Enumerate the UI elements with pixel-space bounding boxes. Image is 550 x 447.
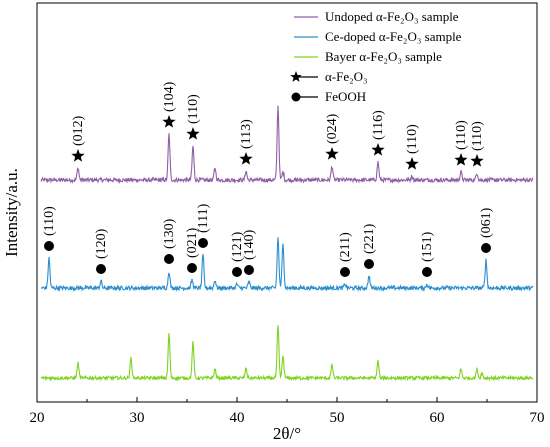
alpha-fe2o3-star-marker xyxy=(371,143,385,156)
feooh-circle-marker xyxy=(232,267,242,277)
x-tick-label: 40 xyxy=(230,410,245,426)
alpha-fe2o3-star-marker xyxy=(239,152,253,165)
alpha-fe2o3-star-marker xyxy=(186,127,200,140)
legend-label: Bayer α-Fe₂O₃ sample xyxy=(325,49,442,64)
x-tick-label: 70 xyxy=(530,410,545,426)
peak-index-label: (130) xyxy=(162,218,177,249)
peak-index-label: (120) xyxy=(94,228,109,259)
peak-index-label: (061) xyxy=(479,207,494,238)
peak-index-label: (116) xyxy=(371,110,386,140)
feooh-circle-marker xyxy=(198,238,208,248)
series-line-2 xyxy=(40,237,534,293)
peak-index-label: (110) xyxy=(470,121,485,151)
legend-circle-icon xyxy=(291,92,301,102)
legend-label: α-Fe₂O₃ xyxy=(325,69,368,84)
feooh-circle-marker xyxy=(364,259,374,269)
peak-index-label: (110) xyxy=(186,94,201,124)
alpha-fe2o3-star-marker xyxy=(325,147,339,160)
alpha-fe2o3-star-marker xyxy=(454,153,468,166)
alpha-fe2o3-star-marker xyxy=(405,157,419,170)
peak-annotations: (012)(104) (110)(113) (024) (116) (110) (110)… xyxy=(42,81,494,277)
x-tick-label: 20 xyxy=(30,410,45,426)
alpha-fe2o3-star-marker xyxy=(71,149,85,162)
series-line-1 xyxy=(40,105,534,185)
peak-index-label: (121) xyxy=(230,231,245,262)
alpha-fe2o3-star-marker xyxy=(470,154,484,167)
peak-index-label: (104) xyxy=(162,81,177,112)
peak-index-label: (113) xyxy=(239,119,254,149)
peak-index-label: (110) xyxy=(405,124,420,154)
peak-index-label: (140) xyxy=(242,229,257,260)
peak-index-label: (111) xyxy=(196,203,211,233)
alpha-fe2o3-star-marker xyxy=(162,115,176,128)
feooh-circle-marker xyxy=(164,254,174,264)
x-tick-label: 30 xyxy=(130,410,145,426)
feooh-circle-marker xyxy=(481,243,491,253)
x-tick-label: 60 xyxy=(430,410,445,426)
peak-index-label: (024) xyxy=(325,113,340,144)
feooh-circle-marker xyxy=(44,241,54,251)
peak-index-label: (110) xyxy=(454,120,469,150)
peak-index-label: (012) xyxy=(71,115,86,146)
x-axis: 20 30 40 50 60 70 xyxy=(30,397,545,426)
peak-index-label: (021) xyxy=(185,227,200,258)
feooh-circle-marker xyxy=(422,267,432,277)
feooh-circle-marker xyxy=(96,264,106,274)
peak-index-label: (221) xyxy=(362,223,377,254)
x-axis-title: 2θ/° xyxy=(273,424,301,443)
legend-label: Ce-doped α-Fe₂O₃ sample xyxy=(325,29,462,44)
feooh-circle-marker xyxy=(187,263,197,273)
feooh-circle-marker xyxy=(244,265,254,275)
feooh-circle-marker xyxy=(340,267,350,277)
legend-label: Undoped α-Fe₂O₃ sample xyxy=(325,9,459,24)
plot-frame xyxy=(36,2,538,403)
legend-star-icon xyxy=(290,71,302,82)
plot-area xyxy=(40,105,534,382)
peak-index-label: (110) xyxy=(42,206,57,236)
legend-label: FeOOH xyxy=(325,89,366,104)
x-tick-label: 50 xyxy=(330,410,345,426)
peak-index-label: (211) xyxy=(338,232,353,262)
peak-index-label: (151) xyxy=(420,231,435,262)
y-axis-title: Intensity/a.u. xyxy=(2,168,21,257)
series-line-3 xyxy=(40,325,534,382)
legend: Undoped α-Fe₂O₃ sample Ce-doped α-Fe₂O₃ s… xyxy=(290,9,462,104)
